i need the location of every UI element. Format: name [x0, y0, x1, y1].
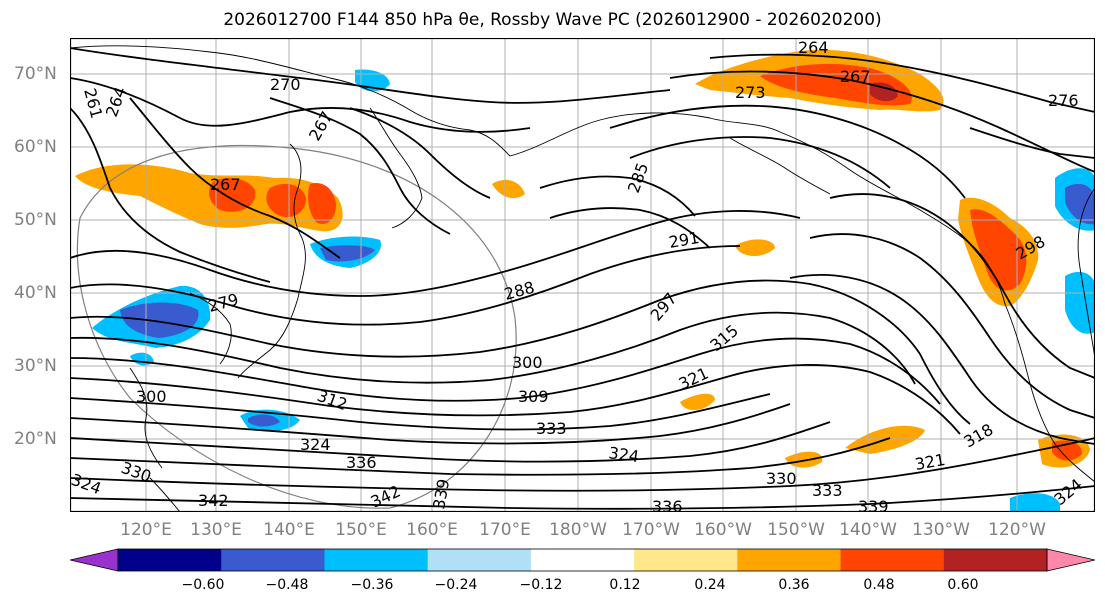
colorbar-tick-label: 0.12 [609, 577, 641, 593]
map-panel: 264 270 261 264 267 267 267 273 276 285 … [70, 38, 1095, 512]
colorbar-segment [221, 549, 325, 571]
lon-label-130w: 130°W [912, 520, 970, 540]
contour-label: 339 [858, 497, 889, 512]
contour-label: 336 [346, 453, 377, 472]
lon-label-150e: 150°E [335, 520, 387, 540]
strong-anomaly-siberia-1 [208, 178, 256, 212]
colorbar-frame [117, 548, 1048, 572]
contour-label: 267 [210, 175, 241, 194]
contour-label: 324 [300, 435, 331, 454]
colorbar-segment [324, 549, 429, 571]
lon-label-170w: 170°W [622, 520, 680, 540]
colorbar-tick-label: −0.24 [434, 577, 478, 593]
lon-label-140w: 140°W [839, 520, 897, 540]
great-circle-outline [76, 145, 517, 509]
map-frame [70, 38, 1095, 512]
contour-label: 276 [1048, 91, 1079, 110]
positive-anomaly-pacific-small [492, 179, 525, 199]
colorbar-segment [943, 549, 1048, 571]
contour-label: 264 [798, 38, 829, 57]
lon-label-130e: 130°E [190, 520, 242, 540]
contour-label: 267 [840, 67, 871, 86]
contour-label: 333 [812, 481, 843, 500]
lon-label-120w: 120°W [988, 520, 1046, 540]
strong-negative-anomaly-korea [120, 302, 199, 338]
colorbar-tick-label: −0.48 [265, 577, 309, 593]
lon-label-170e: 170°E [479, 520, 531, 540]
lon-label-180w: 180°W [549, 520, 607, 540]
colorbar-segments [70, 548, 1095, 572]
contour-label: 342 [198, 491, 229, 510]
colorbar [70, 548, 1095, 572]
contour-label: 309 [518, 387, 549, 406]
lon-label-160e: 160°E [406, 520, 458, 540]
strong-anomaly-siberia-3 [308, 182, 336, 224]
lat-label-40n: 40°N [14, 283, 57, 303]
theta-e-contours [70, 47, 1095, 510]
lat-label-20n: 20°N [14, 429, 57, 449]
strong-anomaly-bc-coast [970, 209, 1027, 291]
strong-negative-anomaly-south [248, 414, 280, 427]
graticule [70, 38, 1095, 512]
colorbar-segment [427, 549, 532, 571]
positive-anomaly-siberia [75, 164, 343, 232]
contour-label: 273 [735, 83, 766, 102]
lon-label-120e: 120°E [120, 520, 172, 540]
colorbar-segment [634, 549, 738, 571]
lat-label-50n: 50°N [14, 210, 57, 230]
contour-label: 324 [607, 443, 640, 466]
contour-label: 300 [136, 387, 167, 406]
contour-label: 333 [536, 419, 567, 438]
colorbar-tick-label: 0.60 [947, 577, 979, 593]
lon-label-140e: 140°E [263, 520, 315, 540]
contour-label: 270 [270, 75, 301, 94]
map-title: 2026012700 F144 850 hPa θe, Rossby Wave … [223, 10, 882, 30]
colorbar-segment [118, 549, 222, 571]
contour-label: 300 [512, 353, 543, 372]
strong-negative-anomaly-east-edge [1065, 183, 1095, 225]
positive-anomaly-tropical-3 [785, 451, 823, 468]
lon-label-150w: 150°W [767, 520, 825, 540]
colorbar-tick-label: −0.60 [181, 577, 225, 593]
colorbar-segment [840, 549, 945, 571]
colorbar-segment [530, 549, 635, 571]
lat-label-60n: 60°N [14, 137, 57, 157]
negative-anomaly-us-west [1065, 271, 1095, 334]
strong-anomaly-siberia-2 [266, 183, 306, 218]
lat-label-70n: 70°N [14, 64, 57, 84]
lon-label-160w: 160°W [694, 520, 752, 540]
positive-anomaly-tropical-1 [680, 393, 715, 411]
map-canvas: 264 270 261 264 267 267 267 273 276 285 … [70, 38, 1095, 512]
negative-anomaly-tropical-east [1010, 493, 1060, 512]
colorbar-segment [737, 549, 842, 571]
contour-label: 330 [766, 469, 797, 488]
lat-label-30n: 30°N [14, 356, 57, 376]
colorbar-extend-high [1046, 548, 1095, 572]
colorbar-extend-low [70, 548, 119, 572]
very-strong-anomaly-alaska [870, 82, 898, 102]
colorbar-tick-label: 0.36 [778, 577, 810, 593]
contour-labels: 264 270 261 264 267 267 267 273 276 285 … [70, 38, 1086, 512]
contour-label: 336 [652, 497, 683, 512]
colorbar-tick-label: 0.48 [863, 577, 895, 593]
colorbar-tick-label: 0.24 [694, 577, 726, 593]
positive-anomaly-sw-small [735, 239, 775, 256]
colorbar-tick-label: −0.12 [519, 577, 563, 593]
colorbar-tick-label: −0.36 [350, 577, 394, 593]
map-background [70, 38, 1095, 512]
